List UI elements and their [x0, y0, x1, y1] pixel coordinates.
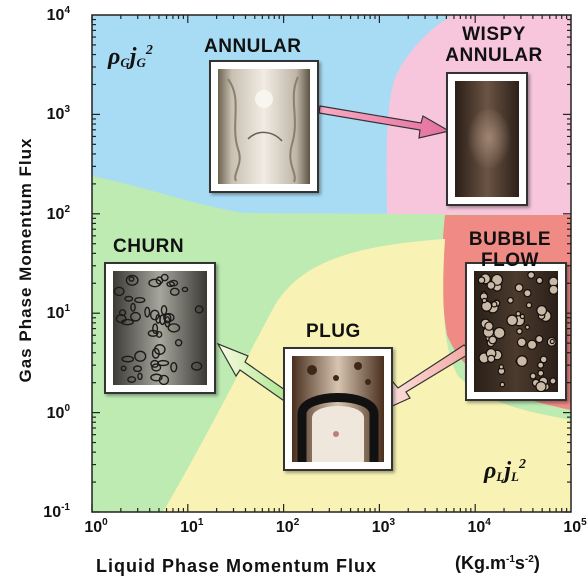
y-tick-label: 10-1	[8, 504, 70, 524]
plug-flow-image	[292, 356, 384, 462]
flow-bubble	[524, 290, 531, 297]
flow-bubble	[525, 325, 529, 329]
bubble-flow-label-line1: BUBBLE	[450, 229, 570, 250]
bubble-flow-label-line2: FLOW	[450, 250, 570, 271]
flow-bubble	[530, 373, 536, 379]
flow-bubble	[520, 314, 524, 318]
y-tick-label: 103	[8, 106, 70, 126]
flow-bubble	[538, 370, 544, 376]
x-tick-label: 104	[449, 519, 509, 537]
flow-bubble	[537, 306, 547, 316]
wispy-annular-flow-image	[455, 81, 519, 197]
flow-bubble	[492, 302, 497, 307]
flow-bubble	[536, 382, 546, 392]
churn-label: CHURN	[113, 236, 184, 257]
bubble-flow-label: BUBBLE FLOW	[450, 229, 570, 271]
flow-bubble	[528, 272, 535, 279]
flow-bubble	[508, 298, 514, 304]
y-tick-label: 104	[8, 7, 70, 27]
flow-bubble	[517, 329, 522, 334]
annular-photo	[209, 60, 319, 193]
flow-bubble	[516, 312, 520, 316]
flow-bubble	[507, 315, 517, 325]
flow-bubble	[540, 356, 547, 363]
wispy-annular-photo	[446, 72, 528, 206]
flow-bubble	[550, 378, 556, 384]
x-tick-label: 100	[66, 519, 126, 537]
flow-bubble	[550, 339, 554, 343]
bubble-flow-image	[474, 271, 558, 392]
plug-label: PLUG	[306, 321, 361, 342]
annular-label: ANNULAR	[204, 36, 301, 57]
flow-bubble	[494, 327, 505, 338]
flow-bubble	[500, 382, 504, 386]
flow-bubble	[482, 298, 486, 302]
churn-flow-image	[113, 271, 207, 385]
bubble-flow-photo	[465, 262, 567, 401]
liquid-momentum-formula: ρLjL2	[484, 458, 526, 485]
flow-bubble	[517, 338, 526, 347]
y-tick-label: 102	[8, 206, 70, 226]
flow-bubble	[536, 336, 543, 343]
flow-bubble	[485, 322, 493, 330]
x-tick-label: 105	[545, 519, 588, 537]
wispy-annular-label-line2: ANNULAR	[424, 45, 564, 66]
y-tick-label: 101	[8, 305, 70, 325]
gas-momentum-formula: ρGjG2	[108, 44, 153, 71]
flow-bubble	[499, 365, 503, 369]
plug-photo	[283, 347, 393, 471]
flow-bubble	[517, 356, 528, 367]
flow-bubble	[528, 340, 537, 349]
churn-photo	[104, 262, 216, 394]
annular-flow-image	[218, 69, 310, 184]
flow-bubble	[488, 355, 495, 362]
x-axis-label: Liquid Phase Momentum Flux	[96, 556, 377, 577]
x-tick-label: 101	[162, 519, 222, 537]
flow-bubble	[526, 303, 531, 308]
flow-bubble	[478, 277, 484, 283]
x-axis-unit: (Kg.m-1s-2)	[447, 551, 542, 576]
y-axis-label: Gas Phase Momentum Flux	[16, 115, 38, 405]
flow-bubble	[549, 285, 558, 294]
flow-bubble	[487, 282, 495, 290]
wispy-annular-label: WISPY ANNULAR	[424, 24, 564, 66]
flow-bubble	[515, 284, 523, 292]
x-tick-label: 103	[353, 519, 413, 537]
x-tick-label: 102	[258, 519, 318, 537]
flow-bubble	[536, 277, 542, 283]
wispy-annular-label-line1: WISPY	[424, 24, 564, 45]
y-tick-label: 100	[8, 405, 70, 425]
